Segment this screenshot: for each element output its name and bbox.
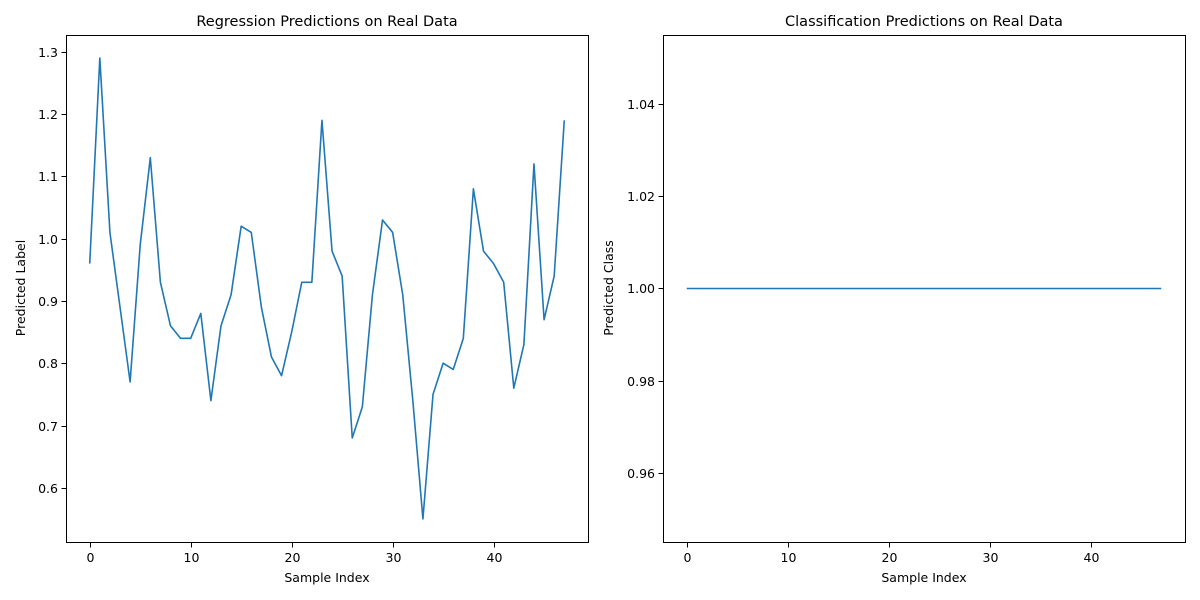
x-tick-label: 0 — [87, 550, 95, 565]
x-tick-label: 20 — [285, 550, 301, 565]
plot-area: 0 10 20 30 40 0.96 0.98 1.00 1.02 1.04 — [627, 35, 1186, 565]
y-tick-label: 0.98 — [627, 374, 655, 389]
chart-title: Classification Predictions on Real Data — [785, 14, 1063, 30]
chart-title: Regression Predictions on Real Data — [196, 14, 457, 30]
y-tick-label: 0.7 — [38, 419, 58, 434]
y-axis-label: Predicted Class — [601, 240, 616, 336]
x-tick-label: 20 — [882, 550, 898, 565]
x-tick-label: 30 — [386, 550, 402, 565]
x-tick-label: 40 — [487, 550, 503, 565]
x-axis-label: Sample Index — [284, 570, 369, 585]
y-tick-label: 0.6 — [38, 481, 58, 496]
y-tick-label: 0.9 — [38, 294, 58, 309]
y-tick-label: 1.1 — [38, 169, 58, 184]
regression-chart: Regression Predictions on Real Data 0 10 2… — [13, 14, 589, 585]
plot-area: 0 10 20 30 40 0.6 0.7 0.8 0.9 1.0 1.1 1.2 1.3 — [38, 35, 589, 565]
classification-chart: Classification Predictions on Real Data … — [601, 14, 1186, 585]
y-tick-label: 1.0 — [38, 232, 58, 247]
y-tick-label: 1.3 — [38, 45, 58, 60]
x-tick-label: 10 — [184, 550, 200, 565]
y-tick-label: 1.02 — [627, 189, 655, 204]
x-tick-label: 30 — [983, 550, 999, 565]
y-tick-label: 1.00 — [627, 281, 655, 296]
y-tick-label: 1.04 — [627, 97, 655, 112]
x-tick-label: 10 — [781, 550, 797, 565]
y-tick-label: 0.8 — [38, 356, 58, 371]
x-tick-label: 40 — [1084, 550, 1100, 565]
y-axis-label: Predicted Label — [13, 240, 28, 336]
y-tick-label: 0.96 — [627, 466, 655, 481]
y-tick-label: 1.2 — [38, 107, 58, 122]
x-axis-label: Sample Index — [881, 570, 966, 585]
x-tick-label: 0 — [684, 550, 692, 565]
axes-frame — [66, 35, 589, 543]
series-line — [88, 57, 566, 520]
